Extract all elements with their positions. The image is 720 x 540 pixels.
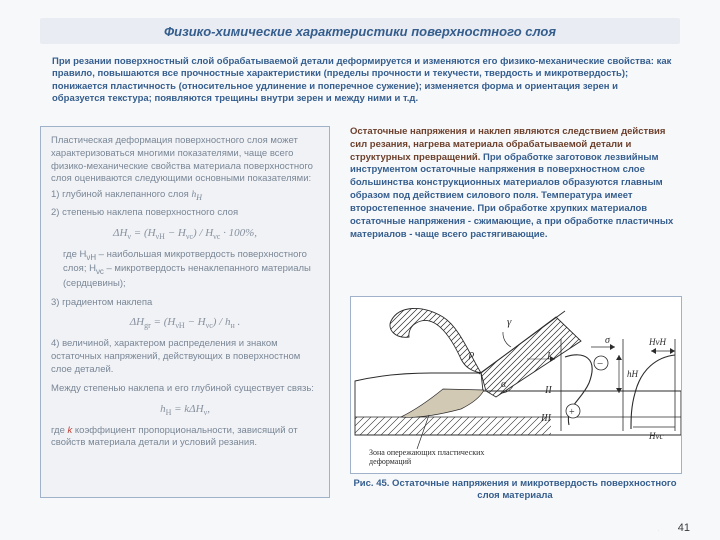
left-p3-prefix: где — [51, 425, 68, 436]
plus-sign: + — [569, 407, 575, 418]
HvH-label: HνH — [648, 337, 666, 347]
left-item1-text: 1) глубиной наклепанного слоя — [51, 189, 191, 200]
roman-2: II — [544, 385, 552, 396]
left-item4: 4) величиной, характером распределения и… — [51, 338, 319, 376]
gamma-label: γ — [507, 316, 512, 328]
zone-text-1: Зона опережающих пластических — [369, 448, 484, 457]
hH-label: hH — [627, 369, 639, 379]
Hvc-label: Hνc — [648, 431, 664, 441]
left-p3: где k коэффициент пропорциональности, за… — [51, 425, 319, 451]
rho-label: ρ — [468, 348, 474, 360]
hH-sub: H — [196, 193, 202, 202]
left-panel: Пластическая деформация поверхностного с… — [40, 126, 330, 498]
left-item3: 3) градиентом наклепа — [51, 297, 319, 310]
left-p3-rest: коэффициент пропорциональности, зависящи… — [51, 425, 298, 449]
left-formula3: hH = kΔHν, — [51, 402, 319, 419]
left-item1: 1) глубиной наклепанного слоя hH — [51, 189, 319, 204]
page-title: Физико-химические характеристики поверхн… — [164, 24, 556, 39]
left-p1: Пластическая деформация поверхностного с… — [51, 135, 319, 186]
figure-45: γ ρ α Зона опережающих пластических дефо… — [350, 296, 682, 474]
roman-3: III — [540, 413, 552, 424]
hH-symbol: hH — [191, 190, 201, 200]
page-number: 41 — [678, 522, 690, 534]
left-p2: Между степенью наклепа и его глубиной су… — [51, 383, 319, 396]
left-p3-k: k — [68, 425, 73, 436]
left-formula2: ΔHgr = (HνH − Hνc) / hн . — [51, 315, 319, 332]
alpha-label: α — [501, 379, 507, 390]
title-band: Физико-химические характеристики поверхн… — [40, 18, 680, 44]
left-where1: где HνH – наибольшая микротвердость пове… — [51, 249, 319, 291]
figure-svg: γ ρ α Зона опережающих пластических дефо… — [351, 297, 681, 473]
minus-sign: − — [597, 358, 603, 370]
figure-caption: Рис. 45. Остаточные напряжения и микротв… — [350, 478, 680, 502]
intro-paragraph: При резании поверхностный слой обрабатыв… — [52, 56, 672, 105]
right-paragraph: Остаточные напряжения и наклеп являются … — [350, 126, 680, 241]
zone-text-2: деформаций — [369, 457, 412, 466]
right-rest: При обработке заготовок лезвийным инстру… — [350, 152, 673, 240]
left-formula1: ΔHν = (HνH − Hνc) / Hνc · 100%, — [51, 226, 319, 243]
watermark: . — [657, 522, 660, 534]
left-item2: 2) степенью наклепа поверхностного слоя — [51, 207, 319, 220]
